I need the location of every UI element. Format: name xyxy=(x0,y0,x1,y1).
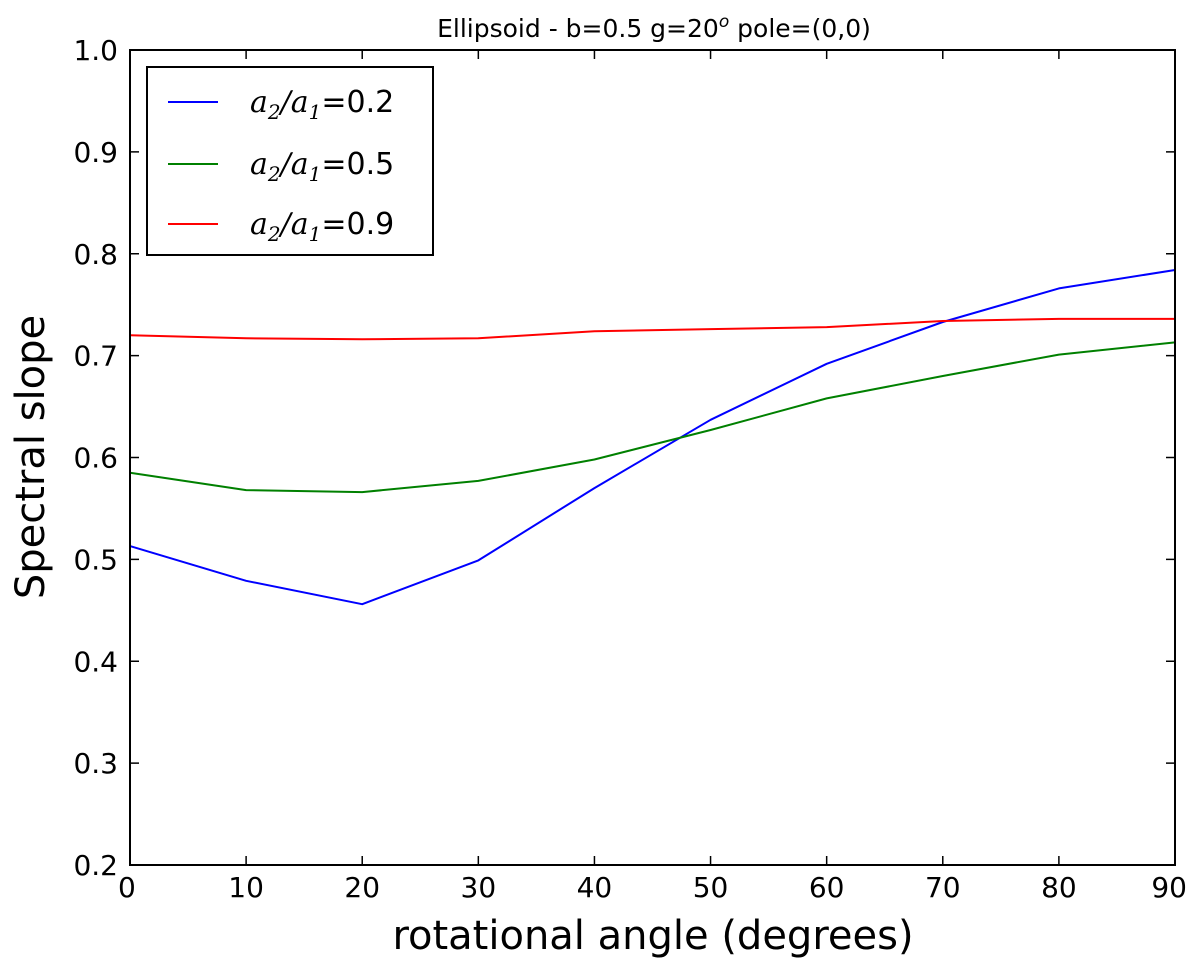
y-tick-label: 0.9 xyxy=(73,136,118,169)
ticks: 0 10 20 30 40 50 60 70 80 90 0.2 0.3 0.4 0.5 0.6 0.7 0.8… xyxy=(73,34,1187,904)
legend: a2/a1=0.2 a2/a1=0.5 a2/a1=0.9 xyxy=(146,66,434,256)
y-tick-label: 0.5 xyxy=(73,543,118,576)
title-pole: pole=(0,0) xyxy=(729,14,871,43)
chart-title: Ellipsoid - b=0.5 g=20o pole=(0,0) xyxy=(437,12,871,43)
series-line-1 xyxy=(129,269,1176,606)
series-line-2 xyxy=(129,341,1176,494)
plot-frame xyxy=(129,49,1176,866)
series-line-3 xyxy=(129,317,1175,341)
x-tick-label: 70 xyxy=(925,871,961,904)
y-tick-label: 0.3 xyxy=(73,747,118,780)
y-tick-label: 0.2 xyxy=(73,849,118,882)
x-tick-label: 60 xyxy=(809,871,845,904)
legend-label-1: a2/a1=0.2 xyxy=(250,85,394,124)
title-superscript: o xyxy=(719,12,729,32)
y-tick-label: 0.4 xyxy=(73,645,118,678)
x-tick-label: 40 xyxy=(577,871,613,904)
y-tick-label: 0.8 xyxy=(73,238,118,271)
x-tick-label: 30 xyxy=(461,871,497,904)
y-tick-label: 0.7 xyxy=(73,340,118,373)
y-tick-label: 0.6 xyxy=(73,442,118,475)
series-group xyxy=(129,269,1176,606)
x-tick-label: 80 xyxy=(1041,871,1077,904)
x-tick-label: 0 xyxy=(118,871,136,904)
title-main: Ellipsoid - b=0.5 g=20 xyxy=(437,14,719,43)
x-tick-label: 50 xyxy=(693,871,729,904)
x-tick-label: 90 xyxy=(1151,871,1187,904)
y-axis-title: Spectral slope xyxy=(8,315,54,599)
legend-label-3: a2/a1=0.9 xyxy=(250,207,394,246)
y-tick-label: 1.0 xyxy=(73,34,118,67)
legend-label-2: a2/a1=0.5 xyxy=(250,147,394,186)
x-tick-label: 20 xyxy=(344,871,380,904)
x-axis-title: rotational angle (degrees) xyxy=(392,913,913,959)
x-tick-label: 10 xyxy=(228,871,264,904)
